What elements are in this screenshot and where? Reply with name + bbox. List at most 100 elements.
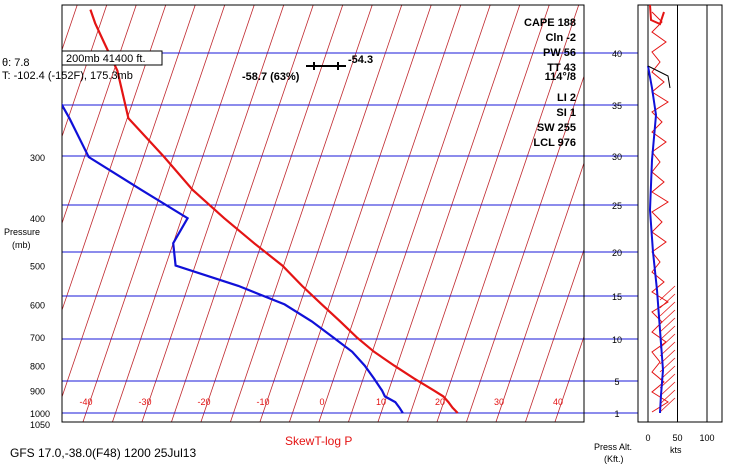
altitude-tick-label: 40 [612,49,622,59]
index-label: Cln -2 [545,32,576,44]
isotherm-line [436,5,580,422]
wind-barb [659,325,676,341]
temperature-tick-label: -40 [79,397,92,407]
isotherm-line [141,5,285,422]
isotherm-line [495,161,584,422]
altitude-tick-label: 20 [612,248,622,258]
isotherm-line [348,5,491,422]
wind-unit-label: kts [670,445,682,455]
pressure-axis-label: Pressure [4,227,40,237]
dewpoint-marker-label: -58.7 (63%) [242,71,300,83]
temperature-tick-label: -20 [197,397,210,407]
index-label: TT 43 [547,62,576,74]
isotherm-line [62,5,137,225]
index-label: SI 1 [556,107,576,119]
altitude-tick-labels: 40 35 30 25 20 15 10 5 1 [612,49,622,419]
pressure-tick-label: 600 [30,300,45,310]
dewpoint-profile [62,102,404,414]
wind-tick-label: 0 [645,433,650,443]
altitude-tick-label: 30 [612,152,622,162]
pressure-tick-label: 1050 [30,420,50,430]
wind-speed-trace [647,65,665,414]
cursor-box-text: 200mb 41400 ft. [66,53,146,65]
wind-tick-label: 100 [699,433,714,443]
isotherm-line [82,5,226,422]
pressure-tick-label: 700 [30,333,45,343]
cursor-theta: θ: 7.8 [2,57,30,69]
sounding-series [62,9,459,414]
isotherm-line [377,5,521,422]
wind-cursor-trace [647,65,671,89]
isotherm-line [62,5,108,138]
isotherm-line [200,5,344,422]
temperature-tick-label: 10 [376,397,386,407]
isotherm-line [525,248,584,422]
altitude-tick-label: 5 [614,377,619,387]
run-label: GFS 17.0,-38.0(F48) 1200 25Jul13 [10,446,196,460]
isotherm-line [62,5,167,312]
temperature-tick-label: 30 [494,397,504,407]
temperature-tick-labels: -40 -30 -20 -10 0 10 20 30 40 [79,397,563,407]
temperature-tick-label: 0 [319,397,324,407]
isobar-lines [62,52,638,414]
isotherm-line [673,5,732,422]
cursor-box [61,50,163,66]
temperature-tick-label: 40 [553,397,563,407]
isotherm-lines [62,5,732,422]
isotherm-line [259,5,403,422]
pressure-tick-label: 400 [30,214,45,224]
wind-tick-label: 50 [672,433,682,443]
wind-barb [659,389,676,405]
pressure-tick-label: 900 [30,387,45,397]
wind-profile [647,4,676,414]
index-label: PW 56 [543,47,576,59]
cursor-temperature: T: -102.4 (-152F), 175.3mb [2,70,133,82]
index-label: LI 2 [557,92,576,104]
isotherm-line [643,5,732,422]
altitude-axis-label: Press Alt. [594,442,632,452]
pressure-tick-label: 500 [30,262,45,272]
altitude-axis-unit: (Kft.) [604,454,624,464]
wind-barb [659,301,676,317]
altitude-tick-label: 35 [612,101,622,111]
wind-barb [659,381,676,397]
wind-barb [659,333,676,349]
index-label: CAPE 188 [524,17,576,29]
isotherm-line [230,5,373,422]
isotherm-line [289,5,432,422]
altitude-tick-label: 10 [612,335,622,345]
isotherm-line [171,5,314,422]
isotherm-line [318,5,462,422]
wind-barb [659,397,676,413]
wind-speed-lines: 0 50 100 [645,5,715,443]
altitude-tick-label: 15 [612,292,622,302]
pressure-axis-unit: (mb) [12,240,31,250]
pressure-tick-label: 1000 [30,409,50,419]
chart-title: SkewT-log P [285,434,352,448]
wind-panel-frame [637,4,723,423]
isotherm-line [466,74,584,422]
temperature-tick-label: -10 [256,397,269,407]
wind-barb [659,317,676,333]
pressure-tick-label: 300 [30,153,45,163]
temperature-tick-label: -30 [138,397,151,407]
plot-frame [61,4,585,423]
isotherm-line [554,335,584,422]
isotherm-line [407,5,550,422]
temperature-profile [89,9,459,414]
temperature-marker-label: -54.3 [348,54,373,66]
altitude-tick-label: 25 [612,201,622,211]
wind-barb [659,309,676,325]
pressure-tick-label: 800 [30,362,45,372]
wind-barb [659,285,676,301]
index-label: 114°/8 [545,71,576,83]
altitude-tick-label: 1 [614,409,619,419]
isotherm-line [112,5,255,422]
index-label: SW 255 [537,122,576,134]
isotherm-line [62,5,196,399]
index-label: LCL 976 [533,137,576,149]
wind-barb [659,293,676,309]
